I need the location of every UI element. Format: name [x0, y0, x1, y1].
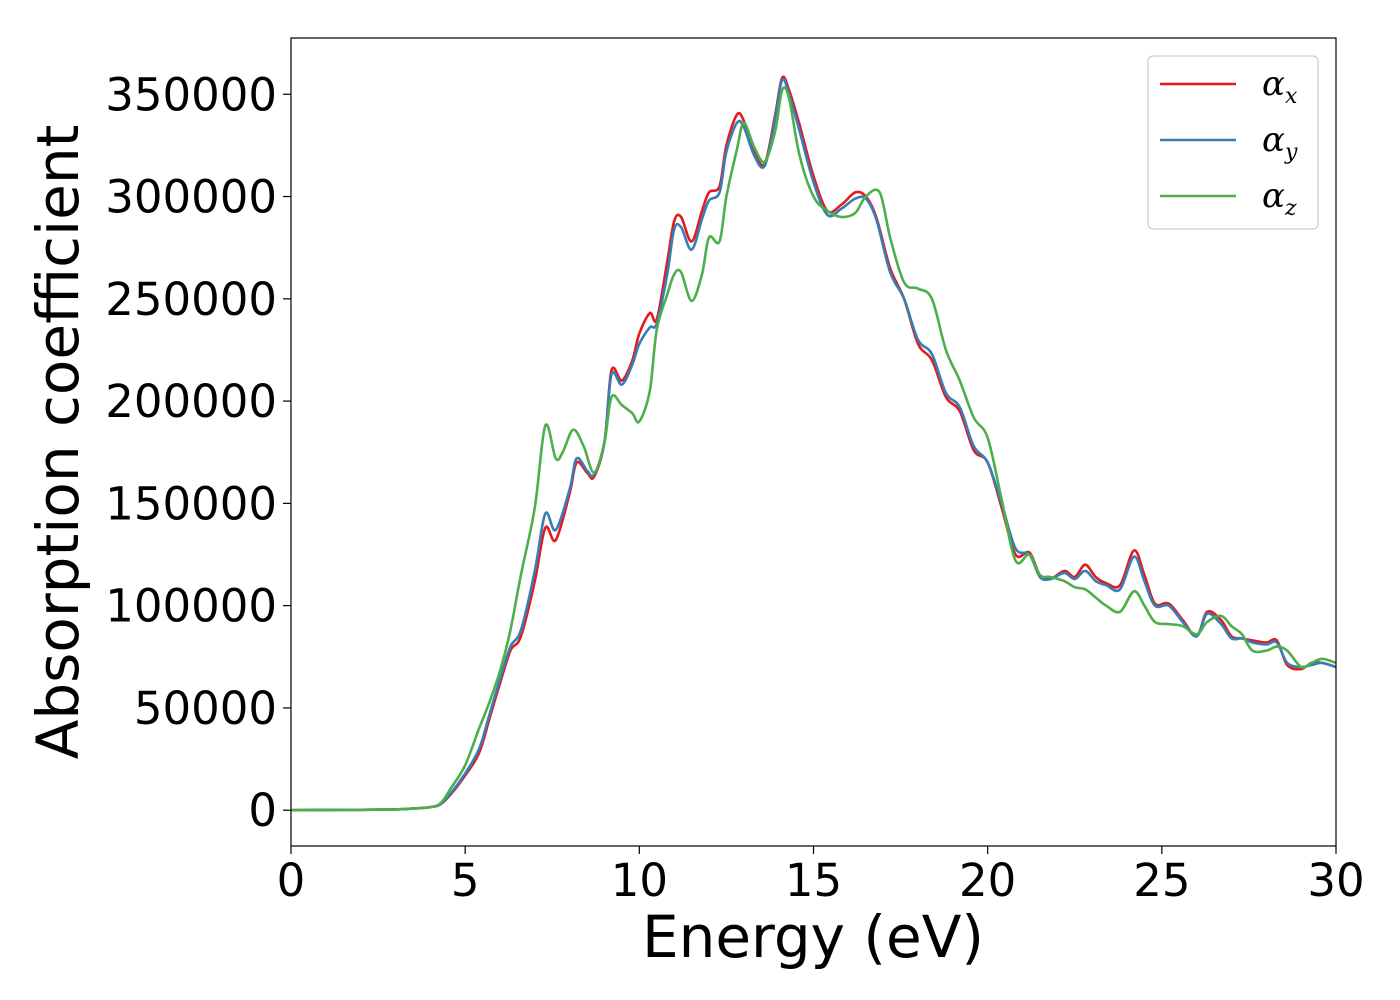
- series-line-x: [290, 75, 1337, 812]
- legend: αx αy αz: [1147, 55, 1319, 230]
- y-tick-label: 50000: [134, 682, 277, 735]
- series-line-y: [290, 77, 1337, 812]
- x-axis: 0 5 10 15 20 25 30: [277, 846, 1365, 907]
- y-tick-label: 300000: [105, 171, 277, 224]
- y-tick-label: 200000: [105, 375, 277, 428]
- y-tick-label: 0: [248, 784, 277, 837]
- y-tick-label: 250000: [105, 273, 277, 326]
- y-axis-label: Absorption coefficient: [24, 125, 92, 760]
- x-tick-label: 15: [785, 854, 842, 907]
- x-tick-label: 30: [1307, 854, 1364, 907]
- x-tick-label: 0: [277, 854, 306, 907]
- series-line-z: [290, 86, 1337, 812]
- y-tick-label: 150000: [105, 477, 277, 530]
- x-tick-label: 10: [611, 854, 668, 907]
- y-tick-label: 100000: [105, 580, 277, 633]
- legend-label-y: αy: [1262, 120, 1298, 165]
- x-tick-label: 20: [959, 854, 1016, 907]
- x-tick-label: 5: [451, 854, 480, 907]
- legend-box: [1147, 55, 1319, 230]
- series-group: [290, 75, 1337, 812]
- legend-label-z: αz: [1262, 176, 1297, 221]
- y-axis: 0 50000 100000 150000 200000 250000 300000 3500…: [105, 68, 291, 837]
- x-axis-label: Energy (eV): [642, 903, 984, 971]
- legend-label-x: αx: [1262, 64, 1298, 109]
- y-tick-label: 350000: [105, 68, 277, 121]
- x-tick-label: 25: [1133, 854, 1190, 907]
